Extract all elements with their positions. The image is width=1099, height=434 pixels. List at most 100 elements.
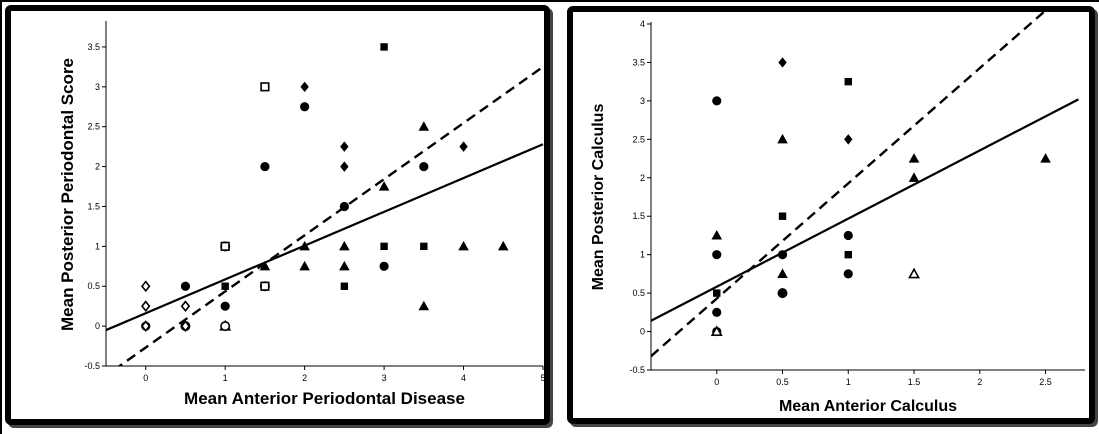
data-point-diamond (459, 141, 468, 152)
y-tick-label: 2 (640, 173, 645, 183)
x-tick-label: 1 (846, 377, 851, 387)
x-tick-label: 2 (302, 373, 307, 383)
y-tick-label: 3 (640, 96, 645, 106)
x-tick-label: 0.5 (776, 377, 789, 387)
x-tick-label: 5 (540, 373, 544, 383)
dashed-fit-line (117, 65, 544, 366)
data-point-square (778, 212, 787, 220)
data-point-circle (843, 230, 853, 241)
y-tick-label: 2 (95, 162, 100, 172)
x-tick-label: 0 (714, 377, 719, 387)
x-tick-label: 4 (461, 373, 466, 383)
data-point-circle (712, 250, 722, 260)
data-point-triangle (299, 240, 310, 251)
data-point-triangle (711, 230, 723, 240)
data-point-circle (419, 161, 429, 172)
y-axis-title: Mean Posterior Calculus (590, 104, 607, 291)
data-point-circle (339, 201, 349, 212)
data-point-diamond (844, 134, 853, 145)
data-point-circle (379, 261, 389, 271)
y-tick-label: -0.5 (84, 361, 100, 371)
y-tick-label: 2.5 (87, 122, 100, 132)
data-point-triangle (908, 267, 920, 279)
y-tick-label: 3 (95, 82, 100, 92)
data-point-diamond (340, 141, 349, 152)
data-point-triangle (497, 240, 509, 251)
data-point-diamond (300, 81, 309, 93)
calculus-scatter-chart: 0 0.5 1 1.5 2 2.5 -0.5 0 0.5 1 1.5 2 2.5 3 3.5 4 Mean An… (590, 12, 1085, 415)
data-point-square (221, 282, 229, 290)
x-tick-label: 1.5 (908, 377, 921, 387)
data-point-square (260, 82, 270, 92)
data-point-square (340, 282, 349, 290)
data-point-triangle (339, 240, 350, 251)
data-point-diamond (141, 320, 151, 332)
data-point-square (420, 242, 428, 251)
data-point-triangle (378, 181, 390, 191)
y-tick-label: 0 (640, 327, 645, 337)
data-point-square (260, 281, 270, 291)
data-point-triangle (339, 260, 350, 271)
data-point-triangle (908, 153, 920, 163)
data-point-circle (260, 161, 270, 172)
y-tick-label: 4 (640, 19, 645, 29)
data-point-triangle (418, 121, 430, 131)
y-tick-label: 1 (640, 250, 645, 260)
data-point-square (844, 77, 852, 86)
data-point-square (713, 289, 721, 297)
y-tick-label: -0.5 (629, 365, 645, 375)
y-axis-title: Mean Posterior Periodontal Score (58, 58, 77, 331)
data-point-square (220, 241, 230, 251)
outer-frame-top-rule (0, 0, 1099, 2)
data-point-square (380, 242, 388, 251)
x-tick-label: 2 (977, 377, 982, 387)
data-point-triangle (259, 260, 271, 271)
y-tick-label: 0 (95, 321, 100, 331)
data-point-circle (712, 96, 722, 106)
y-tick-label: 1 (95, 241, 100, 251)
data-point-square (380, 43, 388, 51)
x-axis-title: Mean Anterior Calculus (779, 398, 957, 415)
x-tick-label: 1 (223, 373, 228, 383)
data-point-triangle (1040, 153, 1051, 163)
data-point-circle (180, 281, 191, 291)
data-point-circle (300, 102, 310, 112)
y-tick-label: 3.5 (87, 42, 100, 52)
y-tick-label: 2.5 (632, 134, 645, 144)
right-chart-panel: 0 0.5 1 1.5 2 2.5 -0.5 0 0.5 1 1.5 2 2.5 3 3.5 4 Mean An… (567, 6, 1095, 424)
data-point-circle (220, 321, 231, 332)
data-point-triangle (777, 133, 788, 144)
data-point-diamond (778, 57, 787, 68)
x-tick-label: 2.5 (1039, 377, 1052, 387)
data-point-diamond (141, 280, 151, 293)
y-tick-label: 0.5 (87, 281, 100, 291)
data-point-triangle (777, 268, 788, 278)
data-point-square (844, 250, 852, 259)
data-point-triangle (418, 300, 430, 311)
y-tick-label: 0.5 (632, 288, 645, 298)
x-tick-label: 0 (143, 373, 148, 383)
left-chart-panel: 0 1 2 3 4 5 -0.5 0 0.5 1 1.5 2 2.5 3 3.5 Mean Anterior … (5, 5, 550, 425)
x-axis-title: Mean Anterior Periodontal Disease (184, 389, 465, 408)
outer-frame-left-rule (0, 0, 2, 434)
data-point-diamond (141, 300, 151, 313)
x-tick-label: 3 (382, 373, 387, 383)
periodontal-scatter-chart: 0 1 2 3 4 5 -0.5 0 0.5 1 1.5 2 2.5 3 3.5 Mean Anterior … (58, 21, 544, 408)
data-point-triangle (458, 240, 469, 251)
y-tick-label: 1.5 (87, 201, 100, 211)
data-point-diamond (180, 300, 191, 313)
data-point-diamond (340, 161, 349, 172)
data-point-triangle (710, 325, 723, 337)
data-point-circle (712, 307, 722, 317)
solid-fit-line (106, 143, 544, 332)
solid-fit-line (651, 98, 1079, 322)
dashed-fit-line (651, 12, 1046, 358)
data-point-circle (843, 269, 853, 279)
data-point-triangle (299, 260, 310, 271)
y-tick-label: 1.5 (632, 211, 645, 221)
data-point-circle (220, 301, 230, 311)
data-point-diamond (180, 320, 191, 332)
y-tick-label: 3.5 (632, 57, 645, 67)
data-point-triangle (908, 172, 920, 182)
data-point-diamond (778, 287, 787, 299)
